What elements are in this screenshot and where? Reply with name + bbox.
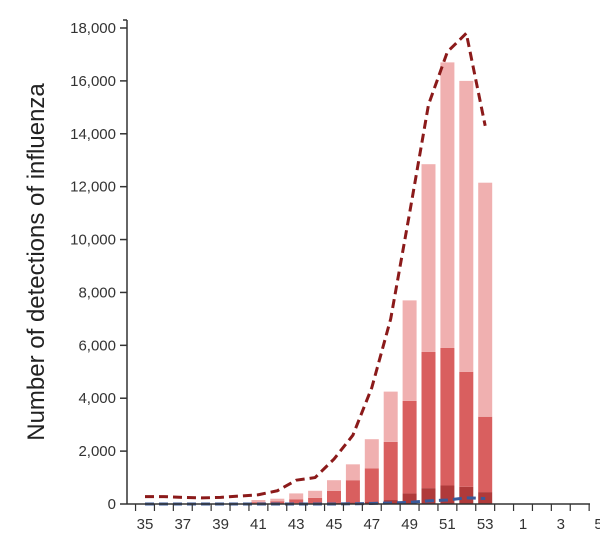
bar-segment-week-53-series-2 [478, 416, 493, 493]
y-tick-label: 6,000 [78, 337, 116, 354]
x-tick-label: 5 [594, 516, 600, 533]
y-tick-label: 12,000 [70, 179, 116, 196]
bar-segment-week-52-series-1 [459, 486, 474, 504]
y-tick-label: 8,000 [78, 284, 116, 301]
x-tick-label: 43 [288, 516, 305, 533]
y-tick-label: 18,000 [70, 20, 116, 37]
x-tick-label: 47 [363, 516, 380, 533]
x-tick-label: 45 [326, 516, 343, 533]
y-tick-label: 16,000 [70, 73, 116, 90]
y-axis-label: Number of detections of influenza [23, 83, 50, 441]
dashed-line-1 [145, 31, 487, 500]
bar-segment-week-49-series-1 [402, 493, 417, 504]
bar-segment-week-44-series-3 [308, 490, 323, 498]
x-tick-label: 49 [401, 516, 418, 533]
bar-segment-week-53-series-3 [478, 182, 493, 417]
x-tick-label: 35 [137, 516, 154, 533]
x-tick-label: 51 [439, 516, 456, 533]
bar-segment-week-51-series-2 [440, 347, 455, 486]
x-axis: 35 37 39 41 43 45 47 49 51 53 1 3 5 [127, 503, 600, 533]
bar-segment-week-45-series-3 [327, 480, 341, 491]
bar-segment-week-48-series-2 [383, 441, 398, 501]
bar-segment-week-51-series-3 [440, 62, 455, 348]
y-tick-label: 14,000 [70, 126, 116, 143]
x-tick-label: 1 [519, 516, 527, 533]
bar-segment-week-50-series-2 [421, 351, 436, 489]
x-tick-label: 39 [212, 516, 229, 533]
bar-segment-week-49-series-3 [402, 300, 417, 401]
bars-layer [251, 62, 493, 504]
bar-segment-week-46-series-2 [345, 480, 360, 503]
x-tick-label: 37 [174, 516, 191, 533]
y-tick-label: 10,000 [70, 232, 116, 249]
y-tick-label: 4,000 [78, 390, 116, 407]
bar-segment-week-42-series-2 [270, 501, 285, 504]
bar-segment-week-52-series-3 [459, 80, 474, 372]
x-tick-label: 3 [557, 516, 565, 533]
bar-segment-week-48-series-3 [383, 391, 398, 442]
bar-segment-week-49-series-2 [402, 400, 417, 494]
bar-segment-week-43-series-3 [289, 493, 304, 500]
bar-segment-week-43-series-2 [289, 499, 304, 504]
bar-segment-week-47-series-2 [364, 468, 379, 502]
bar-segment-week-42-series-3 [270, 498, 285, 502]
bar-segment-week-52-series-2 [459, 371, 474, 487]
bar-segment-week-50-series-3 [421, 164, 436, 352]
y-tick-label: 0 [108, 496, 116, 513]
bar-segment-week-47-series-3 [364, 439, 379, 469]
x-tick-label: 41 [250, 516, 267, 533]
bar-segment-week-45-series-2 [327, 490, 341, 503]
y-tick-label: 2,000 [78, 443, 116, 460]
bar-segment-week-41-series-3 [251, 500, 266, 503]
y-axis: 0 2,000 4,000 6,000 8,000 10,000 12,000 14,000 1… [70, 19, 128, 513]
bar-segment-week-46-series-3 [345, 464, 360, 481]
bar-segment-week-44-series-2 [308, 497, 323, 504]
x-tick-label: 53 [477, 516, 494, 533]
bar-segment-week-46-series-1 [345, 502, 360, 504]
